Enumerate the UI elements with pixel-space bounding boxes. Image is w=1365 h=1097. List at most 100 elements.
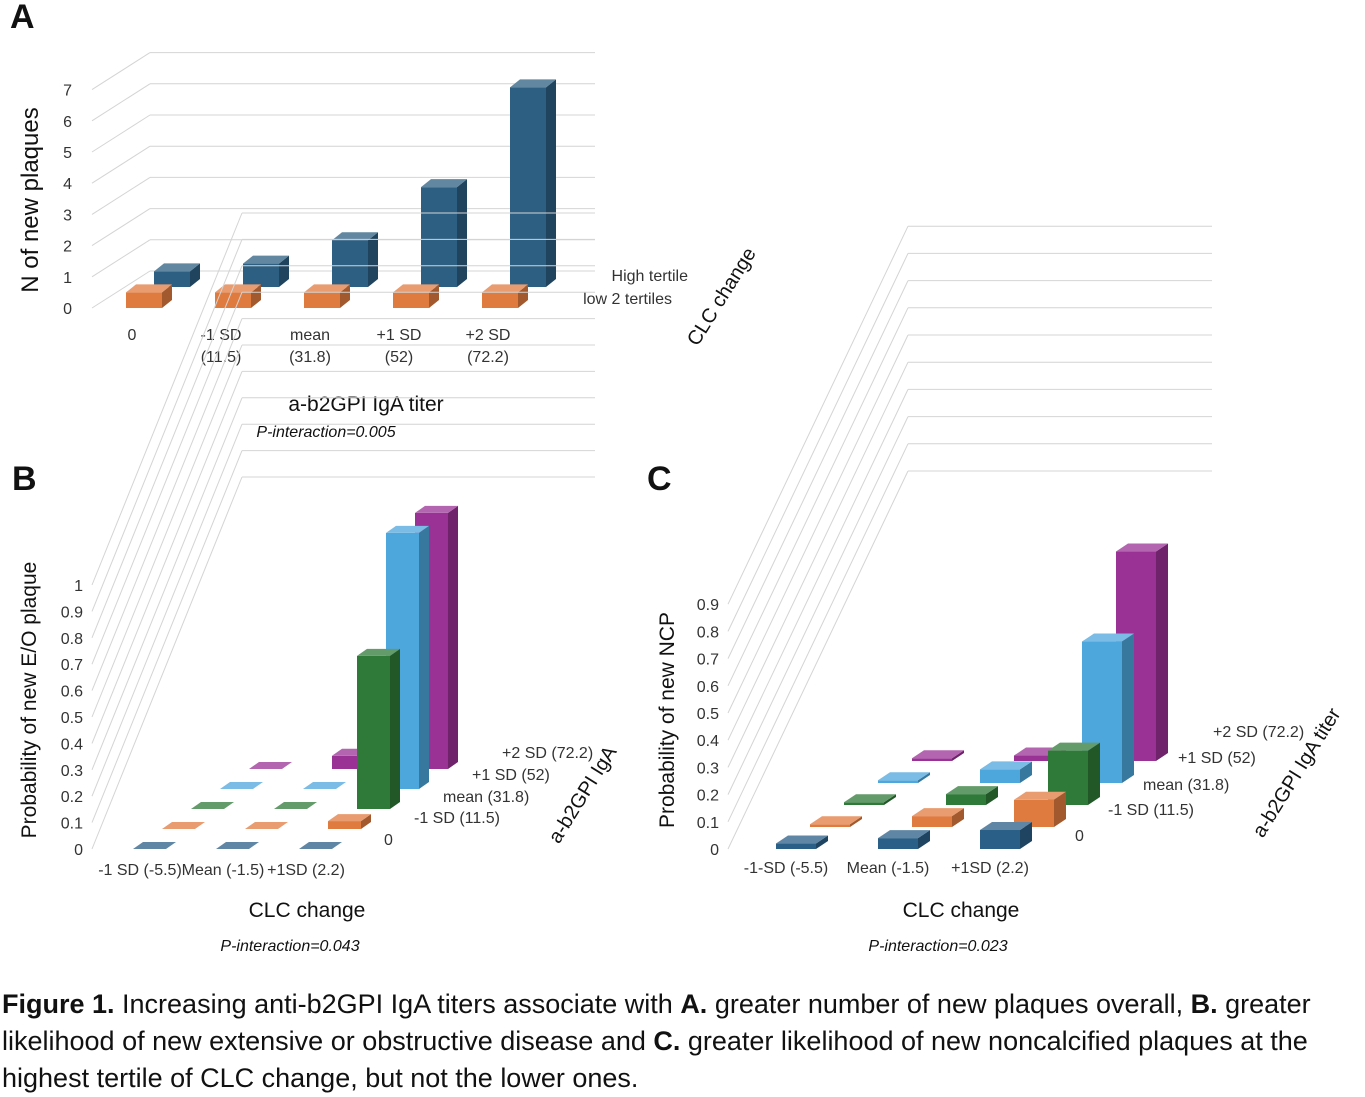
panel-b-chart: 0 0.1 0.2 0.3 0.4 0.5 0.6 0.7 0.8 0.9 1 -1 SD (-5.5… [12,212,622,955]
panel-b-ytick-label: 1 [74,578,83,595]
panel-a-bar-high-tertile-2 [332,232,378,287]
caption-ref-c: C. [653,1026,681,1056]
panel-b-ytick-label: 0.7 [61,657,83,674]
panel-a-category-label: (72.2) [467,349,509,366]
figure-svg: 0 1 2 3 4 5 6 7 0 -1 SD (11.5) mean (31.8) +1 SD (52) +… [10,0,1346,955]
panel-b-bar-mean-31-8-2 [357,648,400,809]
panel-b-series-label: -1 SD (11.5) [414,810,500,827]
figure-caption: Figure 1. Increasing anti-b2GPI IgA tite… [2,986,1362,1097]
panel-a-ytick-label: 1 [63,270,72,287]
panel-c-ytick-label: 0.1 [697,815,719,832]
caption-ref-a: A. [680,989,708,1019]
caption-text-1: Increasing anti-b2GPI IgA titers associa… [114,989,681,1019]
panel-a-bar-low-2-tertiles-2 [304,284,350,308]
panel-c-series-label: 0 [1075,828,1084,845]
panel-b-ytick-label: 0.9 [61,604,83,621]
panel-b-bar-0-0 [133,842,176,849]
panel-b-bar-1-sd-11-5-0 [162,822,205,829]
panel-a-category-label: mean [290,327,330,344]
panel-c-bar-1-sd-52-0 [878,772,930,783]
panel-a-series-label: low 2 tertiles [583,291,672,308]
panel-a-ytick-label: 7 [63,83,72,100]
panel-c-bar-1-sd-11-5-2 [1014,791,1066,827]
panel-a-ytick-label: 0 [63,301,72,318]
panel-b-ytick-label: 0.1 [61,816,83,833]
panel-a-x-axis-title: a-b2GPI IgA titer [288,393,443,416]
panel-a-bar-low-2-tertiles-0 [126,284,172,308]
panel-c-ytick-label: 0.7 [697,652,719,669]
panel-b-bar-1-sd-52-1 [303,782,346,789]
panel-b-bar-mean-31-8-0 [191,802,234,809]
panel-a-category-label: (52) [385,349,413,366]
panel-b-bar-1-sd-52-0 [220,782,263,789]
panel-c-series-label: +2 SD (72.2) [1213,724,1304,741]
panel-c-bar-1-sd-52-1 [980,761,1032,783]
panel-b-bar-1-sd-11-5-2 [328,814,371,829]
panel-c-category-label: +1SD (2.2) [951,860,1029,877]
panel-b-bar-0-1 [216,842,259,849]
panel-c-ytick-label: 0.8 [697,624,719,641]
panel-a-bar-high-tertile-0 [154,263,200,287]
panel-b-bar-2-sd-72-2-0 [249,762,292,769]
panel-a-ytick-label: 3 [63,207,72,224]
panel-b-x-axis-title: CLC change [249,899,366,922]
panel-a-category-label: -1 SD [201,327,242,344]
panel-c-p-interaction: P-interaction=0.023 [868,938,1007,955]
panel-a-y-axis-title: N of new plaques [17,107,44,292]
panel-a-category-label: +2 SD [466,327,511,344]
panel-c-ytick-label: 0.2 [697,788,719,805]
panel-a-category-label: (31.8) [289,349,331,366]
panel-c-bar-mean-31-8-0 [844,794,896,805]
panel-c-chart: 0 0.1 0.2 0.3 0.4 0.5 0.6 0.7 0.8 0.9 -1-SD (-5.5)… [647,225,1346,955]
panel-c-bar-0-0 [776,835,828,849]
panel-a-ytick-label: 4 [63,176,72,193]
panel-b-p-interaction: P-interaction=0.043 [220,938,359,955]
panel-c-ytick-label: 0 [710,842,719,859]
panel-c-bar-mean-31-8-1 [946,786,998,805]
caption-text-2: greater number of new plaques overall, [707,989,1191,1019]
panel-c-ytick-label: 0.5 [697,706,719,723]
panel-b-y-axis-title: Probability of new E/O plaque [18,562,41,839]
panel-a-p-interaction: P-interaction=0.005 [256,424,395,441]
panel-a-chart: 0 1 2 3 4 5 6 7 0 -1 SD (11.5) mean (31.8) +1 SD (52) +… [10,0,761,441]
panel-b-ytick-label: 0.8 [61,631,83,648]
panel-c-bar-1-sd-11-5-0 [810,816,862,827]
panel-a-category-label: +1 SD [377,327,422,344]
panel-c-bar-0-1 [878,830,930,849]
panel-b-bar-mean-31-8-1 [274,802,317,809]
panel-c-series-label: mean (31.8) [1143,777,1229,794]
panel-b-series-label: 0 [384,832,393,849]
panel-a-bar-high-tertile-1 [243,255,289,287]
panel-a-series-label: High tertile [612,268,689,285]
panel-a-letter: A [10,0,35,36]
panel-b-category-label: Mean (-1.5) [182,862,265,879]
panel-a-depth-axis-title: CLC change [683,244,761,350]
caption-text-3: greater likelihood of new extensive or o… [2,989,1311,1056]
panel-c-letter: C [647,460,672,498]
caption-label: Figure 1. [2,989,115,1019]
panel-a-category-label: (11.5) [201,349,242,366]
panel-a-bar-high-tertile-3 [421,179,467,287]
panel-b-bar-0-2 [299,842,342,849]
panel-a-bar-low-2-tertiles-1 [215,284,261,308]
panel-c-category-label: -1-SD (-5.5) [744,860,828,877]
panel-a-ytick-label: 2 [63,239,72,256]
panel-a-bar-high-tertile-4 [510,79,556,287]
panel-a-bar-low-2-tertiles-4 [482,284,528,308]
panel-b-ytick-label: 0.6 [61,684,83,701]
panel-a-ytick-label: 5 [63,145,72,162]
panel-c-series-label: -1 SD (11.5) [1108,802,1194,819]
panel-c-series-label: +1 SD (52) [1178,750,1256,767]
panel-c-ytick-label: 0.6 [697,679,719,696]
panel-b-ytick-label: 0.2 [61,789,83,806]
panel-c-category-label: Mean (-1.5) [847,860,930,877]
caption-ref-b: B. [1190,989,1218,1019]
panel-b-ytick-label: 0.3 [61,763,83,780]
panel-c-bar-0-2 [980,821,1032,849]
panel-b-ytick-label: 0.4 [61,736,83,753]
panel-c-bar-2-sd-72-2-0 [912,750,964,761]
panel-c-x-axis-title: CLC change [903,899,1020,922]
panel-b-ytick-label: 0 [74,842,83,859]
panel-c-y-axis-title: Probability of new NCP [656,612,679,828]
